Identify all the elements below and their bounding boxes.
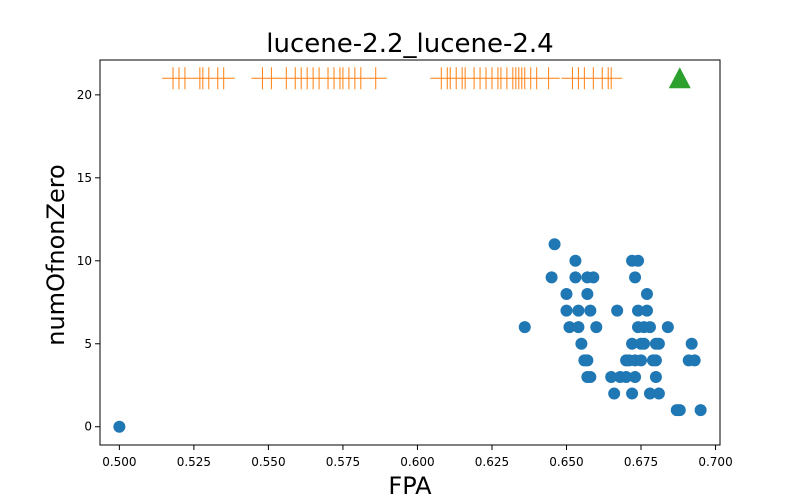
scatter-point <box>581 287 594 300</box>
x-axis-label: FPA <box>388 472 432 500</box>
scatter-point <box>572 321 585 334</box>
scatter-point <box>575 337 588 350</box>
x-tick-label: 0.525 <box>177 455 211 469</box>
scatter-point <box>635 354 648 367</box>
scatter-point <box>661 321 674 334</box>
scatter-point <box>673 404 686 417</box>
scatter-point <box>632 304 645 317</box>
scatter-point <box>581 354 594 367</box>
scatter-point <box>643 321 656 334</box>
scatter-point <box>569 254 582 267</box>
x-tick-label: 0.550 <box>251 455 285 469</box>
triangle-marker <box>668 67 691 89</box>
scatter-point <box>518 321 531 334</box>
y-tick-label: 20 <box>77 88 92 102</box>
x-axis: 0.500 0.525 0.550 0.575 0.600 0.625 0.650 0.675… <box>102 445 733 469</box>
plot-area <box>113 67 707 433</box>
chart-title: lucene-2.2_lucene-2.4 <box>266 29 553 59</box>
y-tick-label: 15 <box>77 171 92 185</box>
scatter-point <box>563 321 576 334</box>
scatter-point <box>626 387 639 400</box>
scatter-point <box>649 370 662 383</box>
scatter-point <box>584 304 597 317</box>
x-tick-label: 0.700 <box>698 455 732 469</box>
y-tick-label: 0 <box>84 420 92 434</box>
y-axis: 0 5 10 15 20 <box>77 88 100 434</box>
scatter-point <box>569 271 582 284</box>
y-tick-label: 5 <box>84 337 92 351</box>
scatter-point <box>560 287 573 300</box>
scatter-point <box>694 404 707 417</box>
scatter-point <box>649 354 662 367</box>
scatter-point <box>611 304 624 317</box>
x-tick-label: 0.600 <box>400 455 434 469</box>
scatter-point <box>629 271 642 284</box>
y-axis-label: numOfnonZero <box>42 164 70 345</box>
scatter-point <box>620 370 633 383</box>
x-tick-label: 0.575 <box>326 455 360 469</box>
scatter-point <box>629 370 642 383</box>
scatter-point <box>545 271 558 284</box>
scatter-point <box>560 304 573 317</box>
scatter-point <box>626 337 639 350</box>
x-tick-label: 0.500 <box>102 455 136 469</box>
scatter-point <box>652 337 665 350</box>
scatter-point <box>685 337 698 350</box>
scatter-point <box>652 387 665 400</box>
y-tick-label: 10 <box>77 254 92 268</box>
axes-frame <box>99 59 721 446</box>
scatter-point <box>640 304 653 317</box>
scatter-point <box>548 238 561 251</box>
scatter-point <box>637 337 650 350</box>
scatter-point <box>643 387 656 400</box>
scatter-point <box>113 420 126 433</box>
scatter-point <box>640 287 653 300</box>
scatter-point <box>584 370 597 383</box>
x-tick-label: 0.650 <box>549 455 583 469</box>
x-tick-label: 0.625 <box>475 455 509 469</box>
scatter-point <box>608 387 621 400</box>
scatter-point <box>572 304 585 317</box>
scatter-point <box>587 271 600 284</box>
x-tick-label: 0.675 <box>624 455 658 469</box>
scatter-point <box>590 321 603 334</box>
scatter-point <box>632 254 645 267</box>
scatter-point <box>605 370 618 383</box>
scatter-point <box>688 354 701 367</box>
